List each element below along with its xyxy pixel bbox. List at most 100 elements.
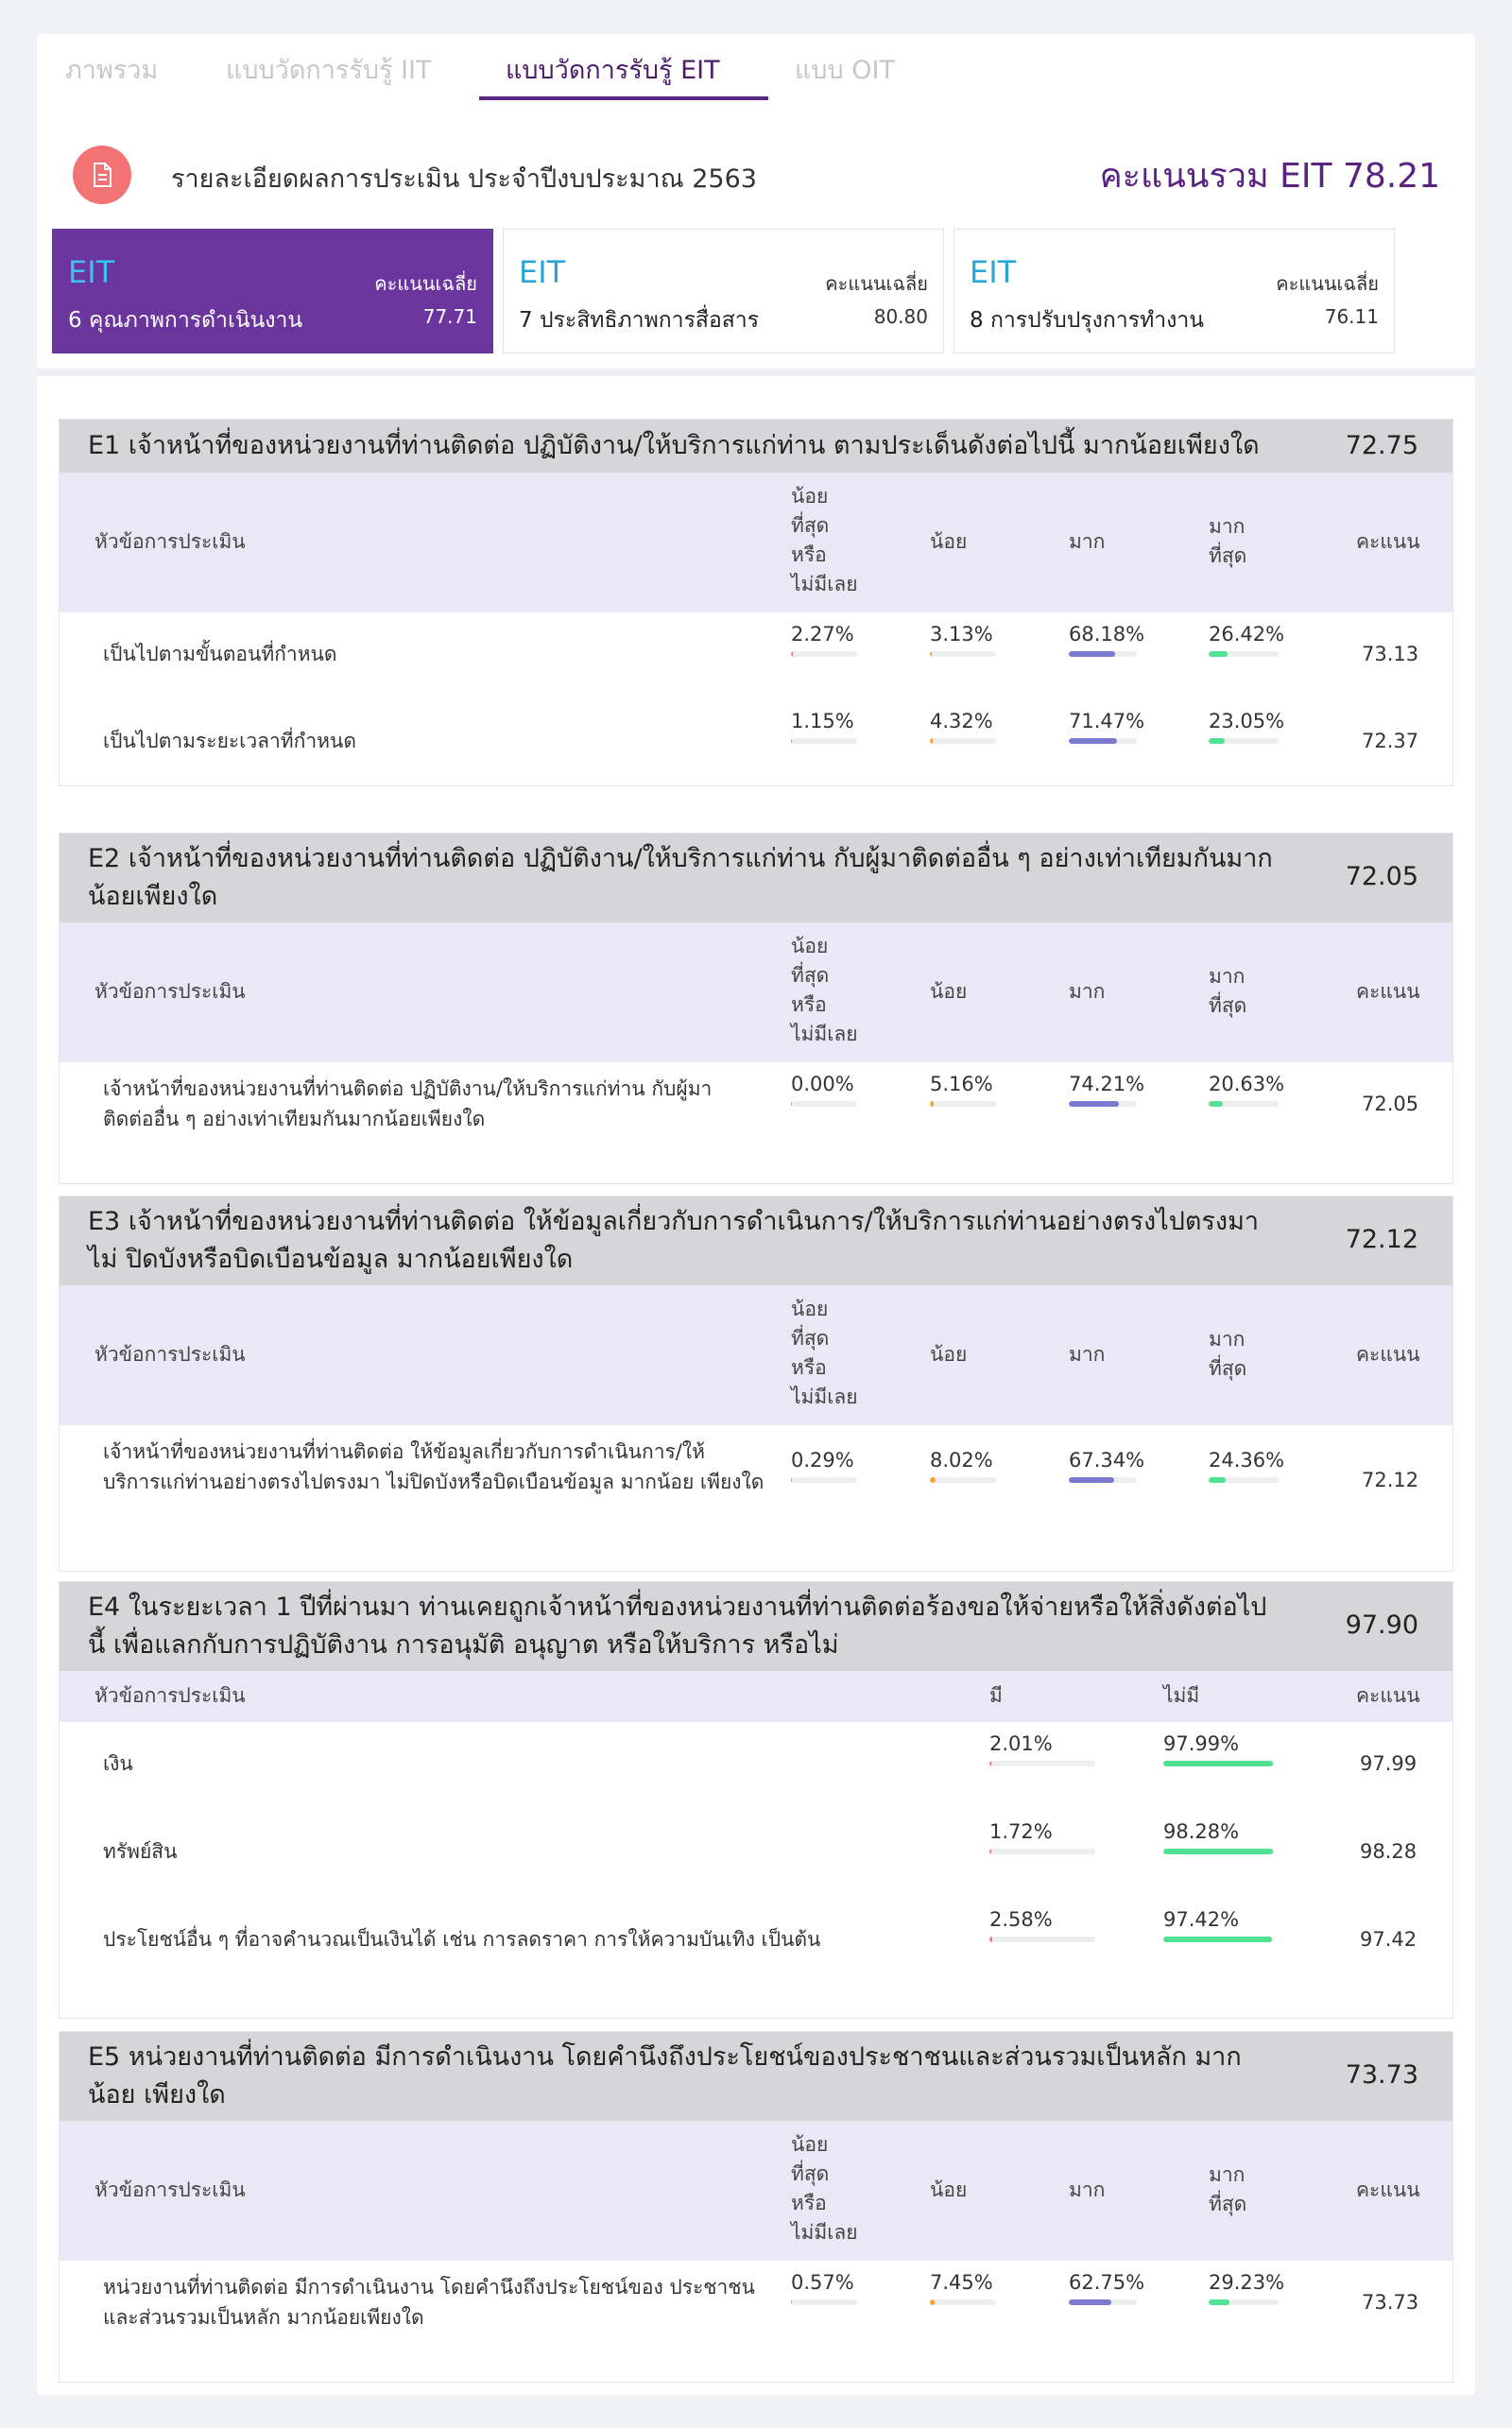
row-score: 72.05 xyxy=(1362,1093,1419,1115)
pct-bar xyxy=(1209,2299,1279,2305)
pct-bar xyxy=(1163,1937,1275,1942)
pct-bar-fill xyxy=(791,651,793,657)
pct-bar-fill xyxy=(1209,1101,1224,1107)
pct-value: 1.72% xyxy=(989,1820,1053,1843)
col-most: มาก ที่สุด xyxy=(1209,515,1247,567)
col-score: คะแนน xyxy=(1356,980,1420,1003)
main-card: ภาพรวม แบบวัดการรับรู้ IIT แบบวัดการรับร… xyxy=(37,34,1475,2395)
pct-bar xyxy=(989,1937,1095,1942)
section-e1: E1 เจ้าหน้าที่ของหน่วยงานที่ท่านติดต่อ ป… xyxy=(59,419,1453,786)
pct-bar-fill xyxy=(930,1477,936,1483)
pct-bar xyxy=(1209,738,1279,744)
cell-little: 5.16% xyxy=(930,1072,996,1107)
tab-bar: ภาพรวม แบบวัดการรับรู้ IIT แบบวัดการรับร… xyxy=(37,34,1475,102)
row-score: 73.13 xyxy=(1362,643,1419,665)
pct-value: 0.57% xyxy=(791,2271,854,2294)
col-score: คะแนน xyxy=(1356,2178,1420,2201)
pct-bar-fill xyxy=(989,1761,992,1766)
row-question: ประโยชน์อื่น ๆ ที่อาจคำนวณเป็นเงินได้ เช… xyxy=(103,1928,821,1951)
cell-much: 74.21% xyxy=(1069,1072,1145,1107)
section-score: 72.12 xyxy=(1345,1225,1418,1254)
pct-value: 97.99% xyxy=(1163,1732,1240,1755)
table-row: เป็นไปตามขั้นตอนที่กำหนด 2.27% 3.13% 68.… xyxy=(60,612,1452,699)
row-score: 72.12 xyxy=(1362,1469,1419,1491)
section-score: 73.73 xyxy=(1345,2060,1418,2090)
col-yes: มี xyxy=(989,1684,1003,1707)
cell-no: 97.42% xyxy=(1163,1907,1275,1942)
tab-oit[interactable]: แบบ OIT xyxy=(795,56,895,85)
pct-value: 20.63% xyxy=(1209,1073,1285,1095)
pct-value: 23.05% xyxy=(1209,710,1285,732)
pct-bar-fill xyxy=(1069,1477,1115,1483)
cell-much: 62.75% xyxy=(1069,2270,1144,2305)
pct-bar-fill xyxy=(1209,651,1228,657)
metric-name: 7 ประสิทธิภาพการสื่อสาร xyxy=(519,308,760,333)
metric-avg-label: คะแนนเฉลี่ย xyxy=(1276,272,1379,295)
column-header: หัวข้อการประเมิน น้อย ที่สุด หรือ ไม่มีเ… xyxy=(60,473,1452,612)
cell-yes: 1.72% xyxy=(989,1819,1095,1854)
row-score: 97.42 xyxy=(1360,1928,1418,1951)
pct-bar xyxy=(930,651,996,657)
section-e2: E2 เจ้าหน้าที่ของหน่วยงานที่ท่านติดต่อ ป… xyxy=(59,833,1453,1184)
divider xyxy=(37,369,1475,376)
pct-bar-fill xyxy=(989,1849,991,1854)
column-header: หัวข้อการประเมิน น้อย ที่สุด หรือ ไม่มีเ… xyxy=(60,922,1452,1062)
column-header: หัวข้อการประเมิน น้อย ที่สุด หรือ ไม่มีเ… xyxy=(60,2121,1452,2261)
pct-value: 0.00% xyxy=(791,1073,854,1095)
row-score: 98.28 xyxy=(1360,1840,1418,1863)
metric-score: 77.71 xyxy=(422,305,477,328)
col-topic: หัวข้อการประเมิน xyxy=(94,1684,246,1707)
metric-tag: EIT xyxy=(970,254,1017,290)
col-little: น้อย xyxy=(930,1343,968,1366)
metric-tag: EIT xyxy=(519,254,566,290)
row-question: หน่วยงานที่ท่านติดต่อ มีการดำเนินงาน โดย… xyxy=(103,2276,755,2329)
metric-tag: EIT xyxy=(68,254,115,290)
pct-bar-fill xyxy=(989,1937,992,1942)
section-header: E2 เจ้าหน้าที่ของหน่วยงานที่ท่านติดต่อ ป… xyxy=(60,834,1452,922)
pct-value: 67.34% xyxy=(1069,1449,1145,1472)
tab-iit[interactable]: แบบวัดการรับรู้ IIT xyxy=(226,56,432,85)
col-little: น้อย xyxy=(930,530,968,553)
pct-bar-fill xyxy=(1069,651,1116,657)
pct-value: 98.28% xyxy=(1163,1820,1240,1843)
row-score: 73.73 xyxy=(1362,2291,1419,2314)
cell-most: 26.42% xyxy=(1209,622,1284,657)
pct-bar-fill xyxy=(1069,2299,1112,2305)
pct-value: 3.13% xyxy=(930,623,993,646)
metric-avg-label: คะแนนเฉลี่ย xyxy=(374,272,477,295)
col-least: น้อย ที่สุด หรือ ไม่มีเลย xyxy=(791,935,858,1045)
cell-little: 8.02% xyxy=(930,1448,996,1483)
col-topic: หัวข้อการประเมิน xyxy=(94,1343,246,1366)
pct-value: 8.02% xyxy=(930,1449,993,1472)
cell-most: 20.63% xyxy=(1209,1072,1285,1107)
pct-bar xyxy=(1069,1101,1137,1107)
pct-value: 74.21% xyxy=(1069,1073,1145,1095)
tab-overview[interactable]: ภาพรวม xyxy=(65,56,159,85)
tab-eit[interactable]: แบบวัดการรับรู้ EIT xyxy=(506,56,720,85)
col-little: น้อย xyxy=(930,2178,968,2201)
cell-least: 0.29% xyxy=(791,1448,857,1483)
pct-value: 5.16% xyxy=(930,1073,993,1095)
cell-least: 1.15% xyxy=(791,709,857,744)
col-much: มาก xyxy=(1069,2178,1106,2201)
pct-bar-fill xyxy=(930,2299,936,2305)
pct-bar xyxy=(1163,1761,1275,1766)
table-row: ประโยชน์อื่น ๆ ที่อาจคำนวณเป็นเงินได้ เช… xyxy=(60,1898,1452,1986)
metric-card-7[interactable]: EIT คะแนนเฉลี่ย 7 ประสิทธิภาพการสื่อสาร … xyxy=(503,229,944,353)
metric-card-6[interactable]: EIT คะแนนเฉลี่ย 6 คุณภาพการดำเนินงาน 77.… xyxy=(52,229,493,353)
row-question: เป็นไปตามขั้นตอนที่กำหนด xyxy=(103,643,337,665)
col-least: น้อย ที่สุด หรือ ไม่มีเลย xyxy=(791,485,858,595)
row-question: ทรัพย์สิน xyxy=(103,1840,178,1863)
pct-value: 97.42% xyxy=(1163,1908,1240,1931)
pct-bar xyxy=(930,1101,996,1107)
metric-name: 6 คุณภาพการดำเนินงาน xyxy=(68,308,303,333)
section-e4: E4 ในระยะเวลา 1 ปีที่ผ่านมา ท่านเคยถูกเจ… xyxy=(59,1581,1453,2019)
table-row: เป็นไปตามระยะเวลาที่กำหนด 1.15% 4.32% 71… xyxy=(60,699,1452,786)
col-most: มาก ที่สุด xyxy=(1209,1328,1247,1380)
row-question: เจ้าหน้าที่ของหน่วยงานที่ท่านติดต่อ ปฏิบ… xyxy=(103,1077,713,1130)
metric-card-8[interactable]: EIT คะแนนเฉลี่ย 8 การปรับปรุงการทำงาน 76… xyxy=(954,229,1395,353)
pct-bar xyxy=(791,1101,857,1107)
pct-value: 71.47% xyxy=(1069,710,1145,732)
section-e5: E5 หน่วยงานที่ท่านติดต่อ มีการดำเนินงาน … xyxy=(59,2031,1453,2383)
pct-bar xyxy=(1069,738,1137,744)
